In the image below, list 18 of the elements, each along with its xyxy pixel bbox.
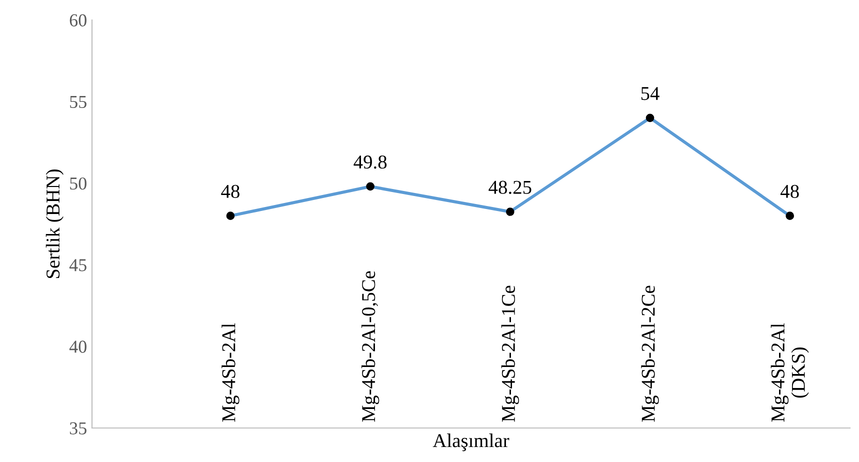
y-axis-title: Sertlik (BHN) <box>46 169 64 278</box>
y-tick-label: 40 <box>69 340 86 353</box>
y-tick-label: 35 <box>70 422 86 434</box>
data-label: 48 <box>221 184 240 198</box>
data-label: 49.8 <box>354 156 387 169</box>
x-tick-label: Mg-4Sb-2Al-2Ce <box>641 286 659 422</box>
y-tick-label: 45 <box>69 259 86 272</box>
y-tick-label: 60 <box>70 14 86 26</box>
y-tick-label: 55 <box>70 96 86 108</box>
data-label: 48.25 <box>488 180 532 194</box>
data-label: 54 <box>641 87 660 100</box>
x-tick-label: Mg-4Sb-2Al (DKS) <box>770 323 809 422</box>
x-tick-label: Mg-4Sb-2Al-0,5Ce <box>361 271 380 422</box>
data-label: 48 <box>780 184 799 198</box>
y-tick-label: 50 <box>70 177 86 190</box>
x-tick-label: Mg-4Sb-2Al <box>222 323 240 422</box>
x-axis-title: Alaşımlar <box>432 434 510 452</box>
x-tick-label: Mg-4Sb-2Al-1Ce <box>501 286 520 422</box>
